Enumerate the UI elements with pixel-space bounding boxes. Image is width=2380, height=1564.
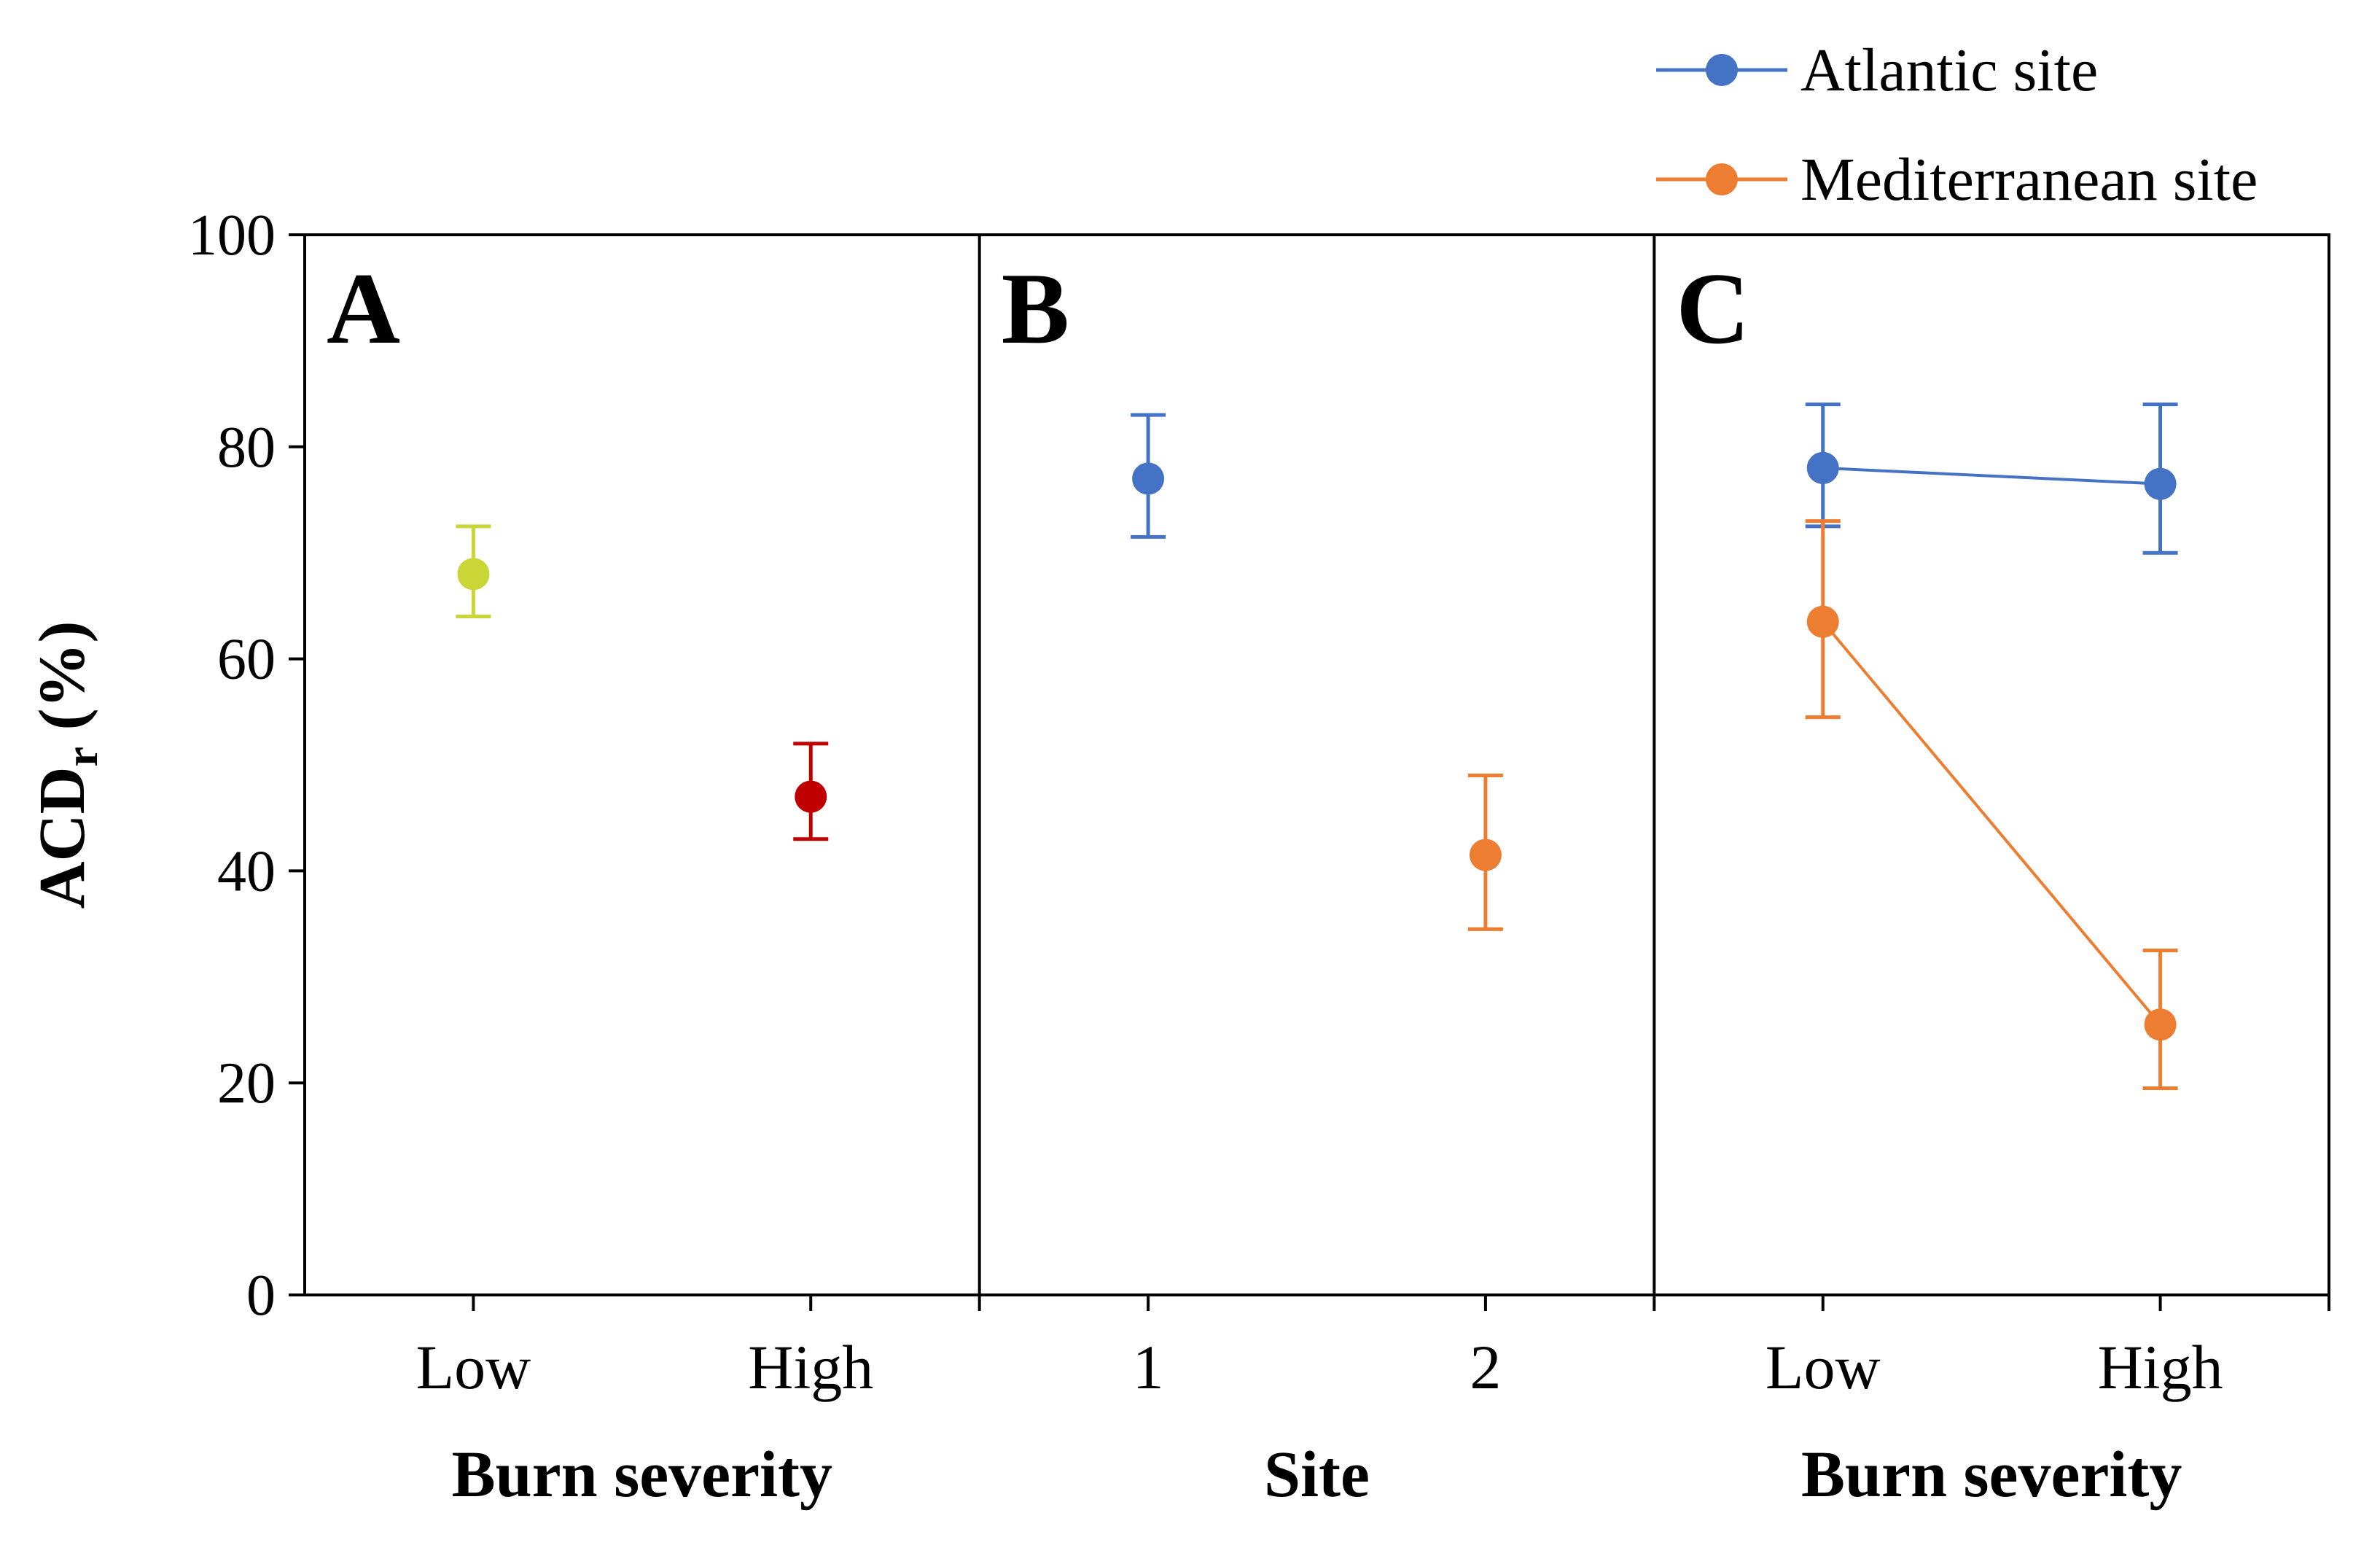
series-atlantic-site bbox=[1805, 402, 2178, 555]
y-axis-label-subscript: r bbox=[58, 747, 107, 767]
plot-frame bbox=[303, 233, 2330, 1296]
y-tick-label: 100 bbox=[188, 203, 276, 268]
data-point bbox=[2144, 1008, 2177, 1041]
legend-entry: Mediterranean site bbox=[1656, 146, 2258, 214]
y-axis-label-unit: (%) bbox=[26, 621, 98, 747]
y-tick-label: 80 bbox=[217, 416, 276, 480]
panel-c bbox=[1805, 402, 2178, 1090]
x-category-label: 1 bbox=[1133, 1332, 1164, 1402]
data-point bbox=[1469, 839, 1502, 871]
panel-b-letter: B bbox=[1002, 252, 1069, 365]
y-tick-label: 0 bbox=[246, 1264, 276, 1328]
legend-label: Atlantic site bbox=[1800, 36, 2098, 104]
series-mediterranean-site bbox=[1805, 519, 2178, 1090]
y-axis-label: ACDr (%) bbox=[26, 621, 107, 909]
series-line bbox=[1822, 466, 2161, 486]
panel-c-x-axis-label: Burn severity bbox=[1801, 1439, 2182, 1511]
x-category-label: 2 bbox=[1470, 1332, 1501, 1402]
y-tick-label: 60 bbox=[217, 628, 276, 692]
marks bbox=[456, 402, 2178, 1090]
series-line bbox=[1822, 620, 2162, 1026]
x-category-label: High bbox=[748, 1332, 873, 1402]
labels: 0 20 40 60 80 100 ACDr (%) A Low High Burn severit… bbox=[26, 203, 2223, 1511]
panel-b-x-axis-label: Site bbox=[1264, 1439, 1370, 1511]
panel-a-letter: A bbox=[327, 252, 400, 365]
x-category-label: Low bbox=[416, 1332, 531, 1402]
y-tick-label: 40 bbox=[217, 839, 276, 903]
y-tick-label: 20 bbox=[217, 1051, 276, 1116]
x-category-label: Low bbox=[1766, 1332, 1881, 1402]
x-category-label: High bbox=[2098, 1332, 2223, 1402]
legend-entry: Atlantic site bbox=[1656, 36, 2098, 104]
data-point bbox=[1132, 462, 1165, 495]
data-point bbox=[1806, 605, 1839, 638]
panel-b bbox=[1131, 413, 1503, 931]
legend-label: Mediterranean site bbox=[1800, 146, 2258, 214]
legend-marker bbox=[1706, 163, 1738, 195]
data-point bbox=[2144, 467, 2177, 500]
legend-marker bbox=[1706, 54, 1738, 86]
legend: Atlantic site Mediterranean site bbox=[1656, 36, 2258, 214]
panel-c-letter: C bbox=[1676, 252, 1749, 365]
data-point bbox=[457, 558, 490, 591]
y-axis-label-main: ACD bbox=[26, 766, 98, 909]
data-point bbox=[795, 780, 827, 813]
data-point bbox=[1806, 451, 1839, 484]
panel-a bbox=[456, 524, 829, 841]
panel-a-x-axis-label: Burn severity bbox=[452, 1439, 832, 1511]
axes bbox=[289, 233, 2330, 1311]
